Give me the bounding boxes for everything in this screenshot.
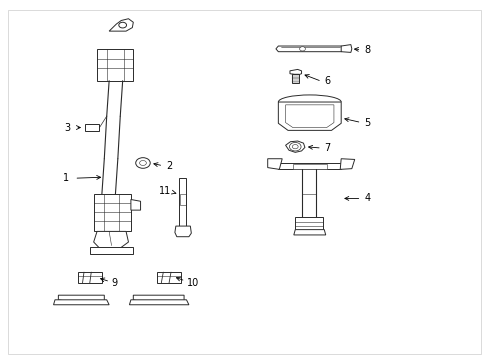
Circle shape: [119, 22, 126, 28]
Bar: [292, 74, 298, 82]
Polygon shape: [85, 124, 99, 131]
Bar: [292, 165, 326, 168]
Text: 1: 1: [62, 173, 68, 183]
Polygon shape: [175, 226, 191, 237]
Polygon shape: [275, 46, 343, 52]
Polygon shape: [340, 159, 354, 169]
Polygon shape: [278, 163, 341, 169]
Circle shape: [139, 161, 146, 166]
Text: 9: 9: [111, 278, 118, 288]
Polygon shape: [295, 217, 322, 230]
Text: 2: 2: [166, 161, 172, 171]
Polygon shape: [285, 141, 305, 152]
Polygon shape: [78, 272, 102, 283]
Circle shape: [299, 47, 305, 51]
Text: 7: 7: [324, 143, 330, 153]
Text: 11: 11: [159, 186, 171, 196]
Text: 5: 5: [364, 118, 370, 128]
Polygon shape: [90, 247, 133, 255]
Polygon shape: [179, 178, 186, 228]
Polygon shape: [131, 199, 140, 210]
Polygon shape: [133, 295, 183, 302]
Bar: [180, 194, 185, 205]
Polygon shape: [341, 45, 351, 53]
Polygon shape: [285, 105, 333, 127]
Polygon shape: [267, 159, 282, 169]
Text: 3: 3: [64, 122, 70, 132]
Polygon shape: [289, 69, 301, 75]
Text: 6: 6: [324, 76, 330, 86]
Text: 10: 10: [186, 278, 198, 288]
Polygon shape: [97, 49, 133, 81]
Circle shape: [292, 145, 298, 149]
Circle shape: [289, 143, 301, 151]
Text: 8: 8: [364, 45, 370, 55]
Circle shape: [136, 158, 150, 168]
Polygon shape: [53, 300, 109, 305]
Polygon shape: [94, 194, 131, 231]
Polygon shape: [129, 300, 188, 305]
Polygon shape: [109, 19, 133, 31]
Polygon shape: [293, 230, 325, 235]
Polygon shape: [58, 295, 104, 302]
Text: 4: 4: [364, 193, 370, 203]
Polygon shape: [278, 102, 341, 130]
Polygon shape: [94, 231, 128, 249]
Polygon shape: [156, 272, 180, 283]
